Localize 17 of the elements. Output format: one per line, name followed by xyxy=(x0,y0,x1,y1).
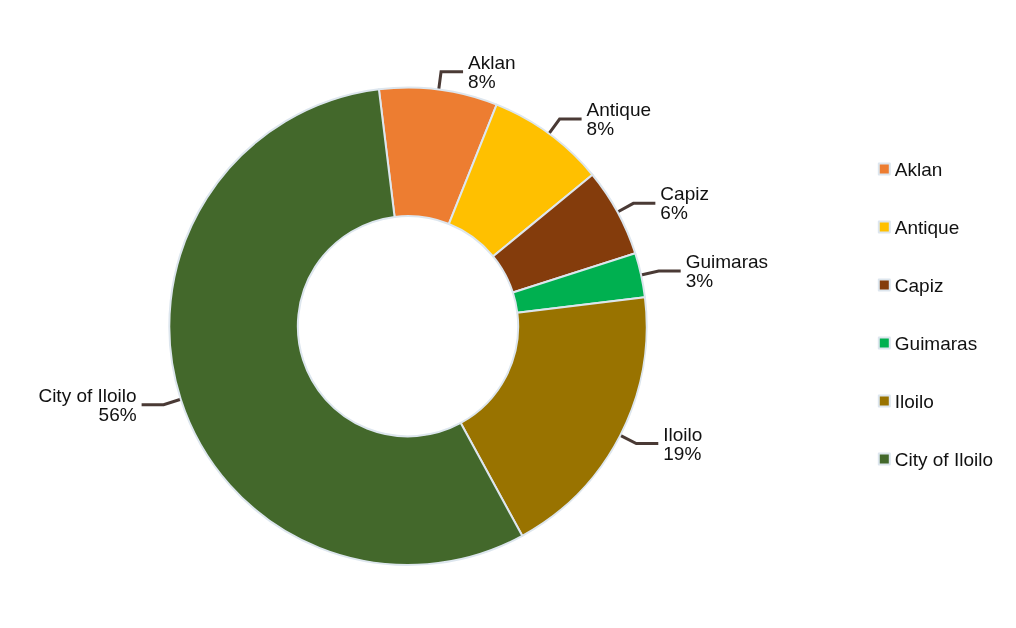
data-label: 3% xyxy=(685,270,714,292)
legend-label: Aklan xyxy=(894,158,943,180)
slice-label: Aklan xyxy=(468,51,516,73)
data-label: 19% xyxy=(663,442,702,464)
legend-label: Guimaras xyxy=(894,332,978,354)
slice-label: Antique xyxy=(586,99,652,121)
slice-label: Iloilo xyxy=(663,423,703,445)
data-label: 56% xyxy=(98,403,137,425)
legend-label: Iloilo xyxy=(894,390,934,412)
slice-label: Guimaras xyxy=(685,251,769,273)
data-label: 8% xyxy=(468,70,496,92)
slice-label: City of Iloilo xyxy=(38,384,137,406)
legend-label: Antique xyxy=(894,216,960,238)
legend-label: City of Iloilo xyxy=(894,448,993,470)
slice-label: Capiz xyxy=(660,183,709,205)
data-label: 8% xyxy=(586,118,615,140)
legend-label: Capiz xyxy=(894,274,944,296)
